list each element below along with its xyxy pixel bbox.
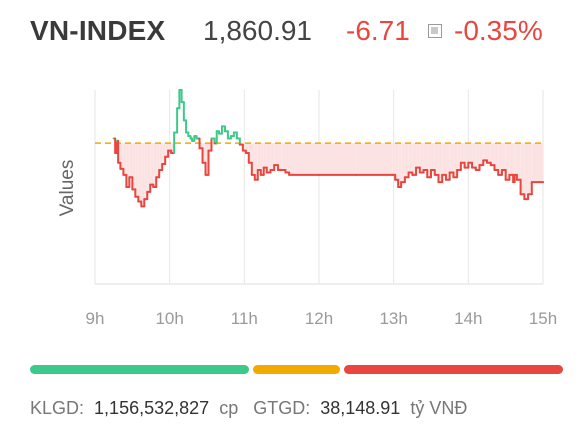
below-reference-fill xyxy=(494,143,499,171)
index-header: VN-INDEX 1,860.91 -6.71 -0.35% xyxy=(0,0,584,64)
below-reference-fill xyxy=(412,143,417,175)
below-reference-fill xyxy=(404,143,409,178)
below-reference-fill xyxy=(153,143,157,187)
below-reference-fill xyxy=(401,143,405,183)
x-tick-label: 12h xyxy=(305,309,333,328)
below-reference-fill xyxy=(266,143,271,173)
below-reference-fill xyxy=(141,143,145,207)
x-tick-label: 11h xyxy=(231,309,258,328)
below-reference-fill xyxy=(156,143,160,178)
index-name: VN-INDEX xyxy=(30,15,166,46)
x-tick-label: 14h xyxy=(454,309,482,328)
below-reference-fill xyxy=(144,143,148,200)
below-reference-fill xyxy=(509,143,514,175)
below-reference-fill xyxy=(513,143,515,183)
below-reference-fill xyxy=(468,143,473,163)
index-value: 1,860.91 xyxy=(203,15,312,46)
below-reference-fill xyxy=(514,143,517,175)
below-reference-fill xyxy=(516,143,521,180)
gtgd-unit: tỷ VNĐ xyxy=(410,398,468,418)
below-reference-fill xyxy=(487,143,491,163)
below-reference-fill xyxy=(129,143,133,178)
chart-fill xyxy=(115,143,543,207)
below-reference-fill xyxy=(138,143,142,202)
below-reference-fill xyxy=(472,143,476,168)
x-tick-label: 9h xyxy=(86,309,105,328)
unchanged-segment xyxy=(253,365,340,374)
below-reference-fill xyxy=(135,143,139,197)
below-reference-fill xyxy=(475,143,480,171)
below-reference-fill xyxy=(277,143,282,171)
gtgd-value: 38,148.91 xyxy=(320,398,401,418)
below-reference-fill xyxy=(257,143,261,171)
below-reference-fill xyxy=(289,143,319,175)
klgd-unit: cp xyxy=(219,398,239,418)
klgd-value: 1,156,532,827 xyxy=(94,398,210,418)
below-reference-fill xyxy=(427,143,431,178)
advancing-segment xyxy=(30,365,250,374)
declining-segment xyxy=(343,365,563,374)
intraday-chart: 9h 10h 11h 12h 13h 14h 15h Values xyxy=(57,89,558,328)
x-tick-label: 13h xyxy=(379,309,407,328)
below-reference-fill xyxy=(483,143,487,161)
below-reference-fill xyxy=(281,143,286,171)
below-reference-fill xyxy=(479,143,484,166)
below-reference-fill xyxy=(356,143,393,175)
below-reference-fill xyxy=(260,143,264,175)
below-reference-fill xyxy=(501,143,506,171)
below-reference-fill xyxy=(524,143,529,200)
below-reference-fill xyxy=(431,143,435,171)
below-reference-fill xyxy=(392,143,396,175)
below-reference-fill xyxy=(274,143,278,166)
below-reference-fill xyxy=(416,143,420,168)
market-breadth-bar xyxy=(30,365,563,374)
klgd-label: KLGD: xyxy=(30,398,85,418)
below-reference-fill xyxy=(442,143,446,175)
chart-grid xyxy=(94,90,544,285)
gtgd-label: GTGD: xyxy=(253,398,311,418)
below-reference-fill xyxy=(408,143,413,173)
below-reference-fill xyxy=(528,143,532,195)
x-tick-label: 10h xyxy=(155,309,183,328)
price-line xyxy=(112,89,544,208)
square-icon xyxy=(428,24,442,38)
below-reference-fill xyxy=(464,143,469,168)
y-axis-label: Values xyxy=(57,160,78,217)
x-axis-ticks: 9h 10h 11h 12h 13h 14h 15h xyxy=(86,309,558,328)
below-reference-fill xyxy=(270,143,275,171)
below-reference-fill xyxy=(150,143,154,185)
below-reference-fill xyxy=(445,143,450,180)
below-reference-fill xyxy=(168,143,172,151)
below-reference-fill xyxy=(460,143,465,163)
below-reference-fill xyxy=(395,143,399,180)
below-reference-fill xyxy=(434,143,439,175)
below-reference-fill xyxy=(263,143,267,168)
below-reference-fill xyxy=(423,143,428,171)
below-reference-fill xyxy=(419,143,424,173)
below-reference-fill xyxy=(285,143,290,173)
below-reference-fill xyxy=(498,143,502,175)
below-reference-fill xyxy=(453,143,458,178)
below-reference-fill xyxy=(490,143,495,166)
below-reference-fill xyxy=(531,143,543,183)
below-reference-fill xyxy=(123,143,127,175)
below-reference-fill xyxy=(398,143,402,187)
below-reference-fill xyxy=(159,143,163,171)
index-change-percent: -0.35% xyxy=(454,15,543,46)
trading-summary: KLGD: 1,156,532,827 cp GTGD: 38,148.91 t… xyxy=(30,398,570,419)
below-reference-fill xyxy=(147,143,151,192)
index-change: -6.71 xyxy=(346,15,410,46)
below-reference-fill xyxy=(449,143,454,173)
below-reference-fill xyxy=(438,143,443,183)
x-tick-label: 15h xyxy=(529,309,557,328)
below-reference-fill xyxy=(319,143,357,175)
